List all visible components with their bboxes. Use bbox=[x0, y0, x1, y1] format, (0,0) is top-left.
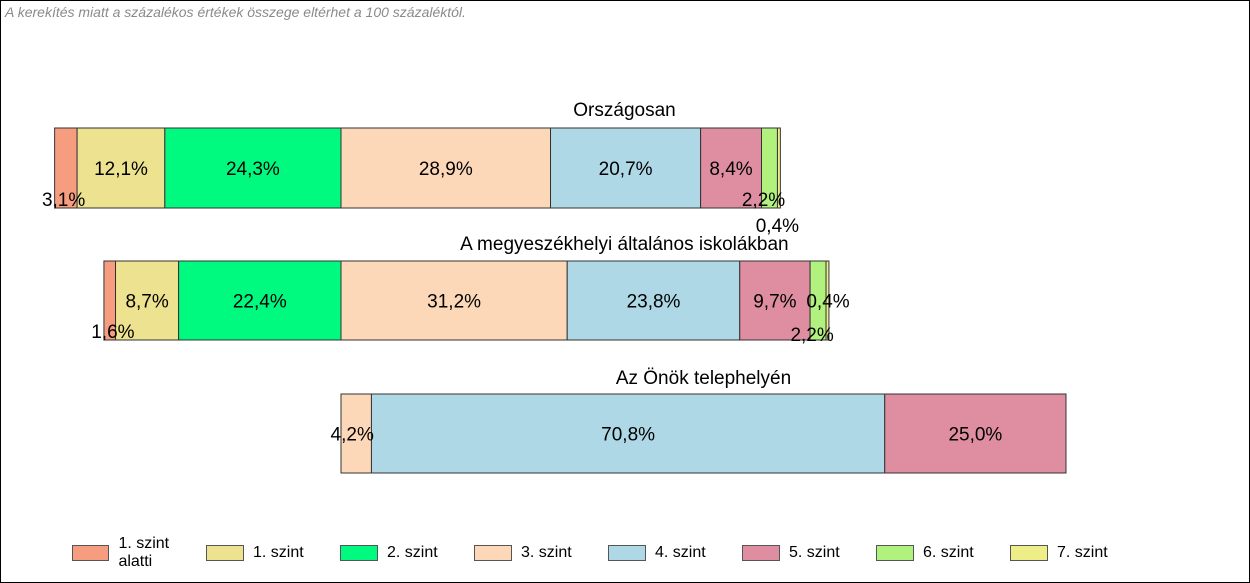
legend-label: 4. szint bbox=[655, 544, 706, 561]
legend-swatch bbox=[474, 545, 512, 561]
bar-segment bbox=[550, 127, 702, 209]
bar-segment bbox=[700, 127, 762, 209]
data-label: 9,7% bbox=[753, 292, 796, 313]
data-label: 0,4% bbox=[806, 292, 849, 313]
legend-swatch bbox=[742, 545, 780, 561]
series-title: Az Önök telephelyén bbox=[616, 368, 791, 389]
legend-swatch bbox=[340, 545, 378, 561]
data-label: 0,4% bbox=[756, 216, 799, 237]
bar-segment bbox=[776, 127, 781, 209]
data-label: 1,6% bbox=[91, 322, 134, 343]
bar-segment bbox=[340, 393, 372, 474]
data-label: 25,0% bbox=[948, 425, 1002, 446]
data-label: 8,4% bbox=[709, 159, 752, 180]
data-label: 2,2% bbox=[790, 325, 833, 346]
legend-item: 7. szint bbox=[1010, 535, 1144, 571]
series-title: A megyeszékhelyi általános iskolákban bbox=[460, 234, 788, 255]
legend-item: 2. szint bbox=[340, 535, 474, 571]
data-label: 70,8% bbox=[601, 425, 655, 446]
rounding-note: A kerekítés miatt a százalékos értékek ö… bbox=[5, 4, 466, 20]
legend-label: 5. szint bbox=[789, 544, 840, 561]
legend-item: 5. szint bbox=[742, 535, 876, 571]
legend-item: 4. szint bbox=[608, 535, 742, 571]
legend-label: 1. szint alatti bbox=[118, 535, 170, 570]
legend-label: 7. szint bbox=[1057, 544, 1108, 561]
data-label: 23,8% bbox=[627, 292, 681, 313]
bar-segment bbox=[178, 260, 342, 341]
bar-segment bbox=[340, 127, 552, 209]
legend-item: 3. szint bbox=[474, 535, 608, 571]
legend-swatch bbox=[608, 545, 646, 561]
data-label: 28,9% bbox=[419, 159, 473, 180]
legend-label: 6. szint bbox=[923, 544, 974, 561]
data-label: 20,7% bbox=[599, 159, 653, 180]
data-label: 24,3% bbox=[226, 159, 280, 180]
bar-segment bbox=[164, 127, 342, 209]
data-label: 4,2% bbox=[331, 425, 374, 446]
data-label: 22,4% bbox=[233, 292, 287, 313]
bar-segment bbox=[825, 260, 830, 341]
bar-segment bbox=[115, 260, 180, 341]
legend-item: 6. szint bbox=[876, 535, 1010, 571]
legend: 1. szint alatti 1. szint 2. szint 3. szint 4… bbox=[72, 535, 1144, 571]
legend-swatch bbox=[206, 545, 244, 561]
bar-segment bbox=[370, 393, 886, 474]
data-label: 3,1% bbox=[42, 190, 85, 211]
bar-segment bbox=[739, 260, 811, 341]
legend-swatch bbox=[876, 545, 914, 561]
bar-segment bbox=[884, 393, 1067, 474]
bar-segment bbox=[566, 260, 741, 341]
data-label: 12,1% bbox=[94, 159, 148, 180]
legend-swatch bbox=[72, 545, 110, 561]
data-label: 8,7% bbox=[125, 292, 168, 313]
legend-swatch bbox=[1010, 545, 1048, 561]
data-label: 2,2% bbox=[742, 190, 785, 211]
legend-label: 3. szint bbox=[521, 544, 572, 561]
legend-item: 1. szint alatti bbox=[72, 535, 206, 571]
legend-label: 1. szint bbox=[253, 544, 304, 561]
bar-segment bbox=[340, 260, 568, 341]
legend-item: 1. szint bbox=[206, 535, 340, 571]
data-label: 31,2% bbox=[427, 292, 481, 313]
legend-label: 2. szint bbox=[387, 544, 438, 561]
series-title: Országosan bbox=[573, 100, 675, 121]
